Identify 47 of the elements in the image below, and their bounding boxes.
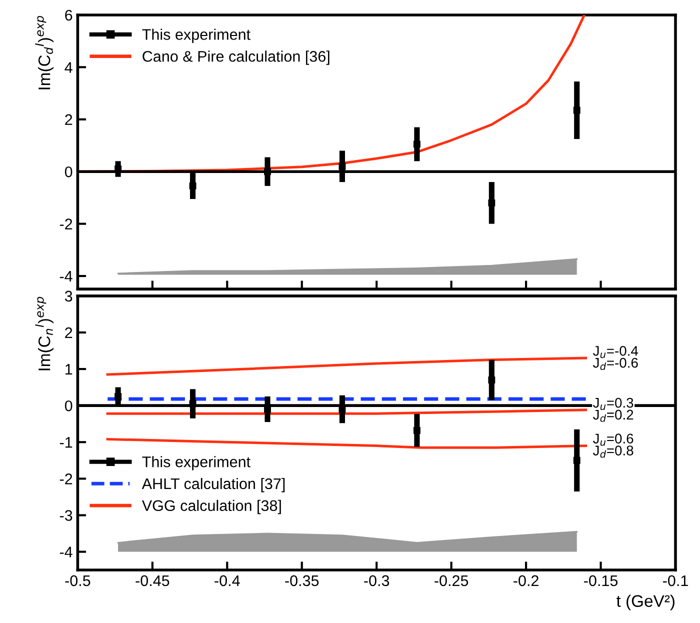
y-tick-label: 2 bbox=[65, 327, 72, 338]
y-tick-label: -2 bbox=[60, 218, 72, 230]
y-tick-label: -2 bbox=[60, 474, 72, 484]
point bbox=[189, 400, 196, 408]
point bbox=[264, 168, 271, 176]
y-tick-label: 3 bbox=[64, 290, 72, 302]
legend-label: This experiment bbox=[142, 456, 250, 470]
y-tick-label: -4 bbox=[60, 546, 72, 558]
x-tick-label: -0.4 bbox=[214, 575, 240, 586]
y-tick-label: -4 bbox=[60, 271, 72, 282]
y-tick-label: -1 bbox=[60, 437, 72, 448]
y-tick-label: 1 bbox=[66, 364, 72, 375]
x-tick-label: -0.3 bbox=[364, 575, 390, 586]
point bbox=[413, 140, 420, 148]
y-axis-title: Im(C$_{n}$$^{I}$)$^{exp}$ bbox=[35, 296, 54, 370]
point bbox=[189, 182, 196, 190]
legend-label: VGG calculation [38] bbox=[142, 500, 281, 514]
point bbox=[573, 456, 580, 464]
annotation: J$_{u}$=0.6 J$_{d}$=0.8 bbox=[592, 434, 634, 458]
legend-label: AHLT calculation [37] bbox=[142, 478, 285, 492]
y-tick-label: 0 bbox=[64, 166, 72, 178]
annotation: J$_{u}$=-0.4 J$_{d}$=-0.6 bbox=[592, 346, 638, 370]
point bbox=[338, 162, 346, 170]
y-tick-label: 6 bbox=[65, 10, 72, 21]
point bbox=[488, 199, 496, 206]
x-tick-label: -0.5 bbox=[65, 575, 90, 586]
y-tick-label: 2 bbox=[65, 114, 72, 125]
point bbox=[488, 376, 496, 384]
y-tick-label: 4 bbox=[64, 62, 72, 73]
x-axis-title: t (GeV²) bbox=[616, 594, 674, 610]
x-tick-label: -0.1 bbox=[663, 575, 688, 586]
line-series bbox=[106, 438, 588, 449]
legend-label: This experiment bbox=[142, 28, 250, 43]
x-tick-label: -0.35 bbox=[285, 575, 319, 586]
point bbox=[573, 106, 580, 114]
line-series bbox=[106, 356, 588, 376]
x-tick-label: -0.45 bbox=[136, 575, 170, 586]
annotation: J$_{u}$=0.3 J$_{d}$=0.2 bbox=[592, 398, 634, 422]
x-tick-label: -0.15 bbox=[584, 575, 618, 586]
x-tick-label: -0.25 bbox=[434, 575, 468, 586]
point bbox=[114, 392, 122, 400]
y-tick-label: -3 bbox=[60, 510, 72, 521]
point bbox=[413, 426, 420, 434]
y-tick-label: 0 bbox=[64, 400, 72, 412]
x-tick-label: -0.2 bbox=[514, 575, 538, 586]
legend-label: Cano & Pire calculation [36] bbox=[142, 50, 330, 65]
y-axis-title: Im(C$_{d}$$^{I}$)$^{exp}$ bbox=[35, 16, 54, 90]
